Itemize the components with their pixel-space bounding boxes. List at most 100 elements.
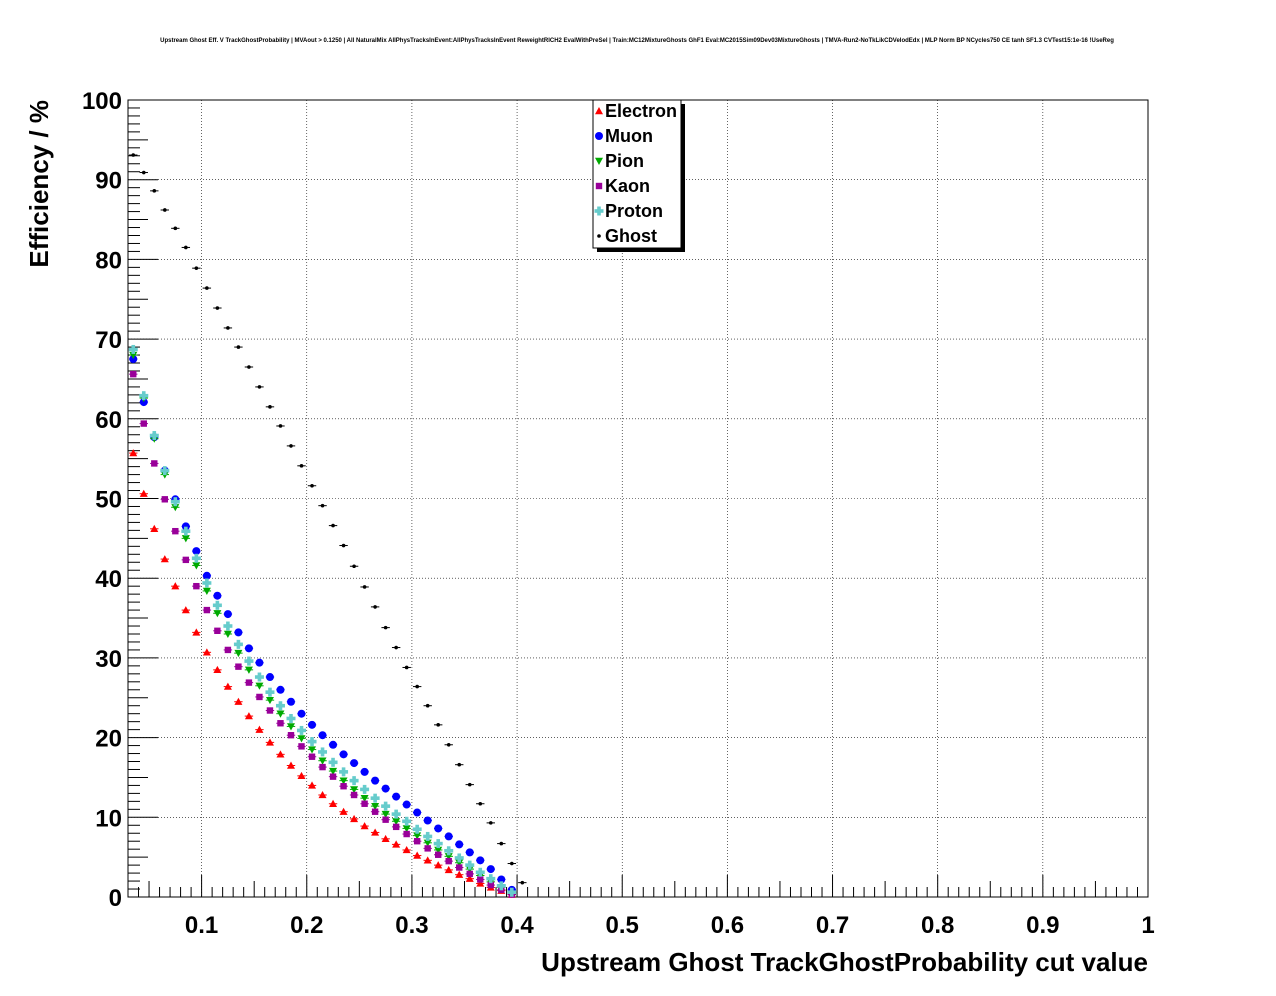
kaon-data-point <box>298 743 305 750</box>
electron-data-point <box>318 790 327 799</box>
kaon-data-point <box>140 420 147 427</box>
kaon-data-point <box>477 876 484 883</box>
y-tick-label: 10 <box>95 805 122 832</box>
ghost-data-point <box>488 821 493 825</box>
muon-data-point <box>476 856 485 865</box>
kaon-data-point <box>424 845 431 852</box>
legend-label: Muon <box>605 126 653 146</box>
ghost-data-point <box>467 782 472 787</box>
proton-data-point <box>349 776 359 786</box>
pion-data-point <box>244 666 253 674</box>
ghost-data-point <box>289 444 293 448</box>
proton-data-point <box>507 887 517 897</box>
muon-data-point <box>444 832 453 841</box>
proton-data-point <box>265 687 275 697</box>
muon-data-point <box>339 750 348 759</box>
pion-data-point <box>423 839 432 847</box>
kaon-data-point <box>403 830 410 838</box>
ghost-data-point <box>141 170 146 175</box>
kaon-data-point <box>203 606 211 614</box>
electron-data-point <box>265 738 274 746</box>
proton-data-point <box>412 824 422 834</box>
ghost-data-point <box>373 605 377 609</box>
kaon-data-point <box>235 663 242 670</box>
y-tick-label: 80 <box>95 247 122 274</box>
proton-data-point <box>360 784 370 794</box>
muon-data-point <box>455 840 464 849</box>
y-tick-label: 90 <box>95 168 122 195</box>
proton-data-point <box>465 860 475 870</box>
ghost-data-point <box>425 703 430 708</box>
pion-data-point <box>234 649 243 658</box>
proton-data-point <box>318 747 328 757</box>
kaon-data-point <box>340 783 347 790</box>
kaon-data-point <box>466 870 473 878</box>
proton-data-point <box>339 767 349 777</box>
pion-data-point <box>381 810 390 819</box>
pion-data-point <box>455 859 464 867</box>
electron-data-point <box>371 828 380 836</box>
kaon-data-point <box>392 823 400 831</box>
pion-data-point <box>297 735 306 743</box>
kaon-data-point <box>319 763 326 771</box>
electron-data-point <box>286 761 295 769</box>
electron-data-point <box>202 648 211 656</box>
legend-label: Proton <box>605 201 663 221</box>
muon-data-point <box>392 792 401 801</box>
x-tick-label: 1 <box>1141 912 1154 939</box>
ghost-data-point <box>131 153 136 157</box>
electron-data-point <box>255 725 264 733</box>
ghost-data-point <box>394 645 398 650</box>
proton-data-point <box>307 737 317 747</box>
electron-data-point <box>171 582 180 590</box>
legend-label: Kaon <box>605 176 650 196</box>
ghost-data-point <box>205 286 209 290</box>
y-tick-label: 40 <box>95 566 122 593</box>
kaon-data-point <box>456 864 463 871</box>
kaon-data-point <box>308 753 316 760</box>
legend-box <box>592 99 682 249</box>
electron-data-point <box>223 682 232 690</box>
electron-data-point <box>434 861 443 869</box>
ghost-data-point <box>446 742 451 747</box>
pion-data-point <box>213 610 222 618</box>
kaon-data-point <box>256 693 263 701</box>
electron-data-point <box>181 606 190 614</box>
series-proton <box>128 344 517 897</box>
y-tick-label: 100 <box>82 88 122 115</box>
proton-data-point <box>181 526 191 536</box>
y-tick-label: 60 <box>95 407 122 434</box>
pion-data-point <box>434 846 443 854</box>
legend-item: Kaon <box>595 176 650 196</box>
pion-data-point <box>181 535 190 543</box>
electron-data-point <box>329 799 338 807</box>
chart-title: Upstream Ghost Eff. V TrackGhostProbabil… <box>160 38 1114 44</box>
pion-data-point <box>255 682 264 690</box>
pion-data-point <box>192 562 201 570</box>
kaon-data-point <box>182 556 190 564</box>
ghost-data-point <box>510 861 514 866</box>
x-tick-label: 0.5 <box>606 912 639 939</box>
electron-data-point <box>381 834 390 843</box>
pion-data-point <box>265 696 274 705</box>
electron-data-point <box>350 814 359 823</box>
legend-item: Proton <box>594 201 663 221</box>
muon-data-point <box>423 816 432 825</box>
x-tick-label: 0.3 <box>395 912 428 939</box>
proton-data-point <box>139 391 149 401</box>
pion-data-point <box>318 757 327 765</box>
proton-data-point <box>233 639 243 649</box>
pion-data-point <box>339 777 348 785</box>
pion-data-point <box>276 710 285 718</box>
muon-data-point <box>286 697 295 706</box>
x-axis: 0.1 0.2 0.3 0.4 0.5 0.6 0.7 0.8 0.9 1 <box>138 875 1155 939</box>
ghost-data-point <box>383 625 388 630</box>
electron-data-point <box>297 771 306 780</box>
kaon-data-point <box>214 627 221 635</box>
proton-data-point <box>297 725 307 735</box>
legend-muon-marker <box>595 132 603 140</box>
series-muon <box>129 355 517 894</box>
y-tick-label: 30 <box>95 646 122 673</box>
ghost-data-point <box>163 208 167 212</box>
proton-data-point <box>486 874 496 884</box>
